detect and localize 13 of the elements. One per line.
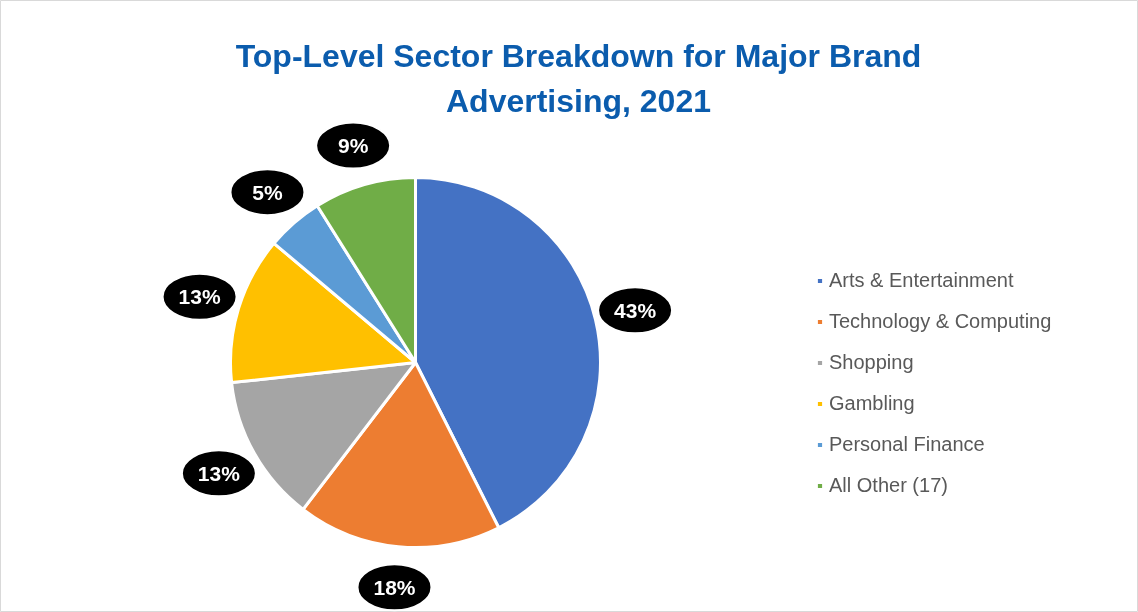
data-label: 13%: [197, 461, 241, 485]
legend-label: Personal Finance: [829, 433, 985, 456]
data-label: 18%: [373, 575, 416, 599]
data-label: 5%: [252, 180, 283, 204]
legend-label: Gambling: [829, 392, 915, 415]
legend-label: Arts & Entertainment: [829, 269, 1014, 292]
chart-title: Top-Level Sector Breakdown for Major Brand Advertising, 2021: [235, 37, 922, 119]
data-label: 13%: [178, 285, 221, 309]
data-label: 43%: [614, 298, 657, 322]
legend-label: Shopping: [829, 351, 914, 374]
legend-label: Technology & Computing: [829, 310, 1052, 333]
legend-label: All Other (17): [829, 474, 948, 497]
data-label: 9%: [337, 134, 369, 158]
